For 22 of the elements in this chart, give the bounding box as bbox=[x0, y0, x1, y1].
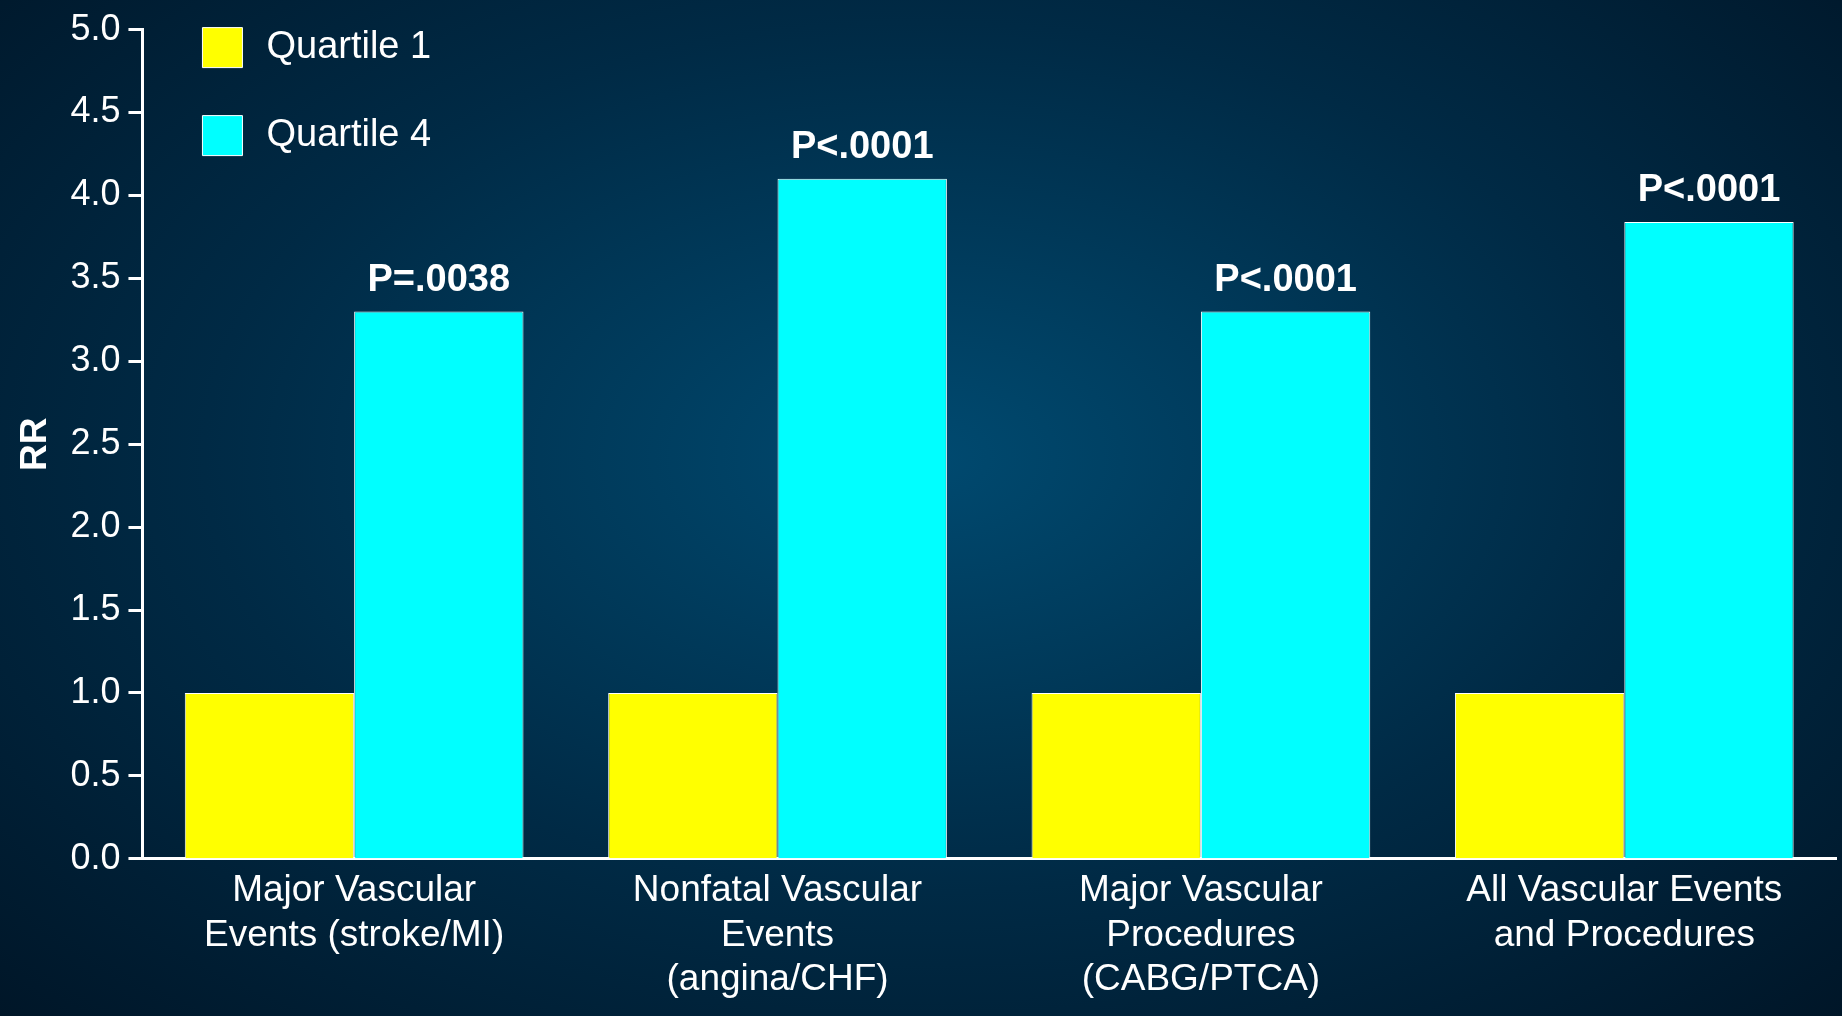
legend-label: Quartile 4 bbox=[266, 112, 432, 155]
y-tick-label: 2.0 bbox=[70, 504, 121, 546]
annotation: P<.0001 bbox=[1637, 167, 1781, 210]
y-tick-label: 2.5 bbox=[70, 421, 121, 463]
y-tick-label: 5.0 bbox=[70, 6, 121, 48]
y-tick-label: 1.0 bbox=[70, 669, 121, 711]
y-tick-label: 4.5 bbox=[70, 89, 121, 131]
y-tick-label: 3.0 bbox=[70, 338, 121, 380]
y-tick-label: 4.0 bbox=[70, 172, 121, 214]
y-tick-label: 0.5 bbox=[70, 752, 121, 794]
x-tick-label: All Vascular Events and Procedures bbox=[1466, 868, 1783, 954]
x-tick-label: Major Vascular Procedures (CABG/PTCA) bbox=[1078, 868, 1323, 998]
y-tick-label: 0.0 bbox=[70, 835, 121, 877]
y-tick-label: 1.5 bbox=[70, 586, 121, 628]
y-axis-title: RR bbox=[13, 417, 55, 471]
x-tick-label: Major Vascular Events (stroke/MI) bbox=[204, 868, 505, 954]
annotation: P<.0001 bbox=[790, 124, 934, 167]
y-tick-label: 3.5 bbox=[70, 255, 121, 297]
annotation: P=.0038 bbox=[367, 257, 511, 300]
annotation: P<.0001 bbox=[1214, 257, 1357, 300]
legend-label: Quartile 1 bbox=[266, 24, 432, 67]
x-tick-label: Nonfatal Vascular Events (angina/CHF) bbox=[632, 868, 923, 998]
